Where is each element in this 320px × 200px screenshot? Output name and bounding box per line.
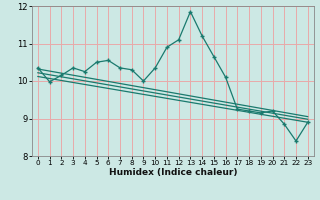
X-axis label: Humidex (Indice chaleur): Humidex (Indice chaleur) xyxy=(108,168,237,177)
